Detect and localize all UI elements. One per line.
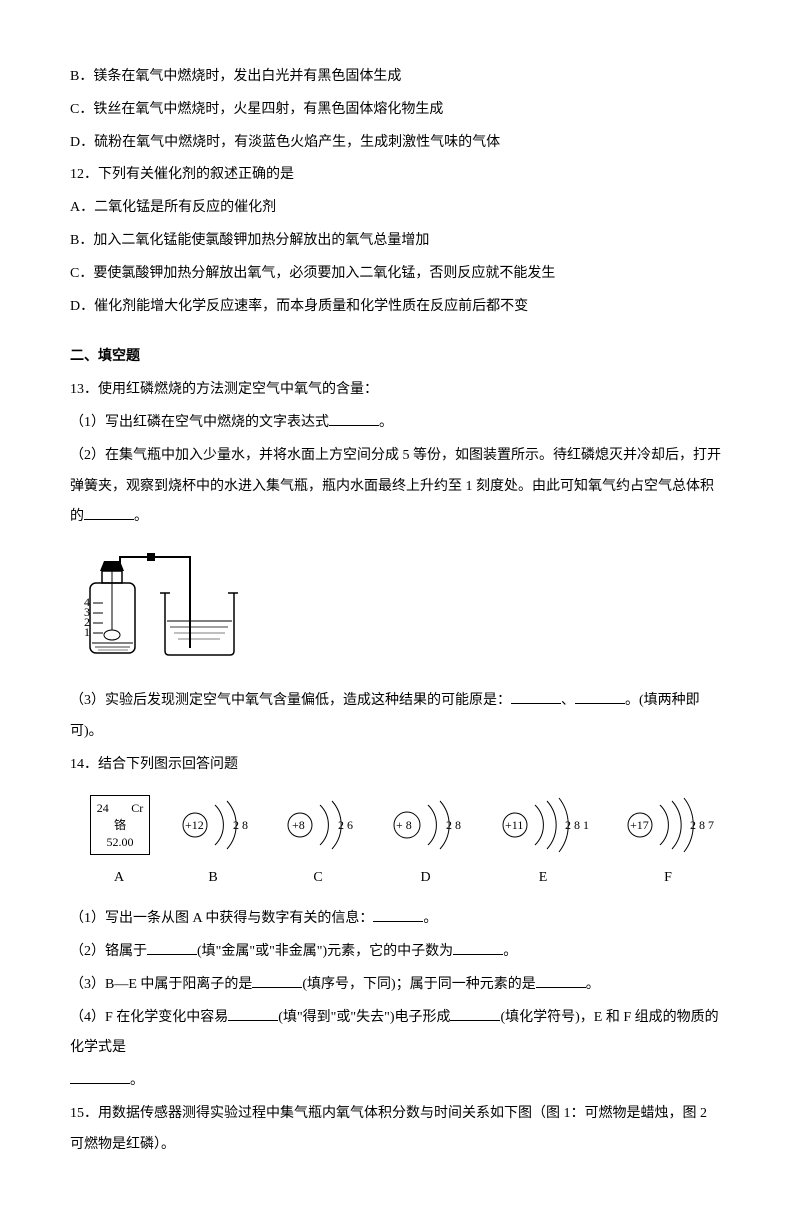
- q14-part4: （4）F 在化学变化中容易(填"得到"或"失去")电子形成(填化学符号)，E 和…: [70, 1003, 724, 1065]
- svg-text:+ 8: + 8: [396, 818, 412, 832]
- q14-part2: （2）铬属于 (填"金属"或"非金属")元素，它的中子数为 。: [70, 937, 724, 968]
- q13-part3: （3）实验后发现测定空气中氧气含量偏低，造成这种结果的可能原是：、。(填两种即可…: [70, 686, 724, 748]
- q14-p4-blank2: [450, 1006, 500, 1021]
- q14-stem: 14．结合下列图示回答问题: [70, 750, 724, 781]
- q13-p1-end: 。: [379, 415, 393, 430]
- atom-d: + 8 2 8: [385, 795, 470, 855]
- q14-part1: （1）写出一条从图 A 中获得与数字有关的信息： 。: [70, 904, 724, 935]
- label-c: C: [278, 863, 358, 894]
- q14-p1-text: （1）写出一条从图 A 中获得与数字有关的信息：: [70, 911, 373, 926]
- atom-diagram-row: 24 Cr 铬 52.00 +12 2 8 +8 2 6 + 8 2 8 +11 …: [90, 795, 724, 855]
- q14-p3-b: (填序号，下同)；属于同一种元素的是: [302, 977, 535, 992]
- q13-part2: （2）在集气瓶中加入少量水，并将水面上方空间分成 5 等份，如图装置所示。待红磷…: [70, 441, 724, 533]
- q11-option-d: D．硫粉在氧气中燃烧时，有淡蓝色火焰产生，生成刺激性气味的气体: [70, 128, 724, 159]
- q13-p2-text: （2）在集气瓶中加入少量水，并将水面上方空间分成 5 等份，如图装置所示。待红磷…: [70, 448, 721, 525]
- svg-text:2 6: 2 6: [338, 818, 353, 832]
- svg-text:+11: +11: [505, 818, 523, 832]
- q15-stem: 15．用数据传感器测得实验过程中集气瓶内氧气体积分数与时间关系如下图（图 1：可…: [70, 1099, 724, 1161]
- label-e: E: [493, 863, 593, 894]
- element-mass: 52.00: [107, 834, 134, 851]
- element-num: 24: [97, 800, 109, 817]
- q14-part4-cont: 。: [70, 1066, 724, 1097]
- q12-option-b: B．加入二氧化锰能使氯酸钾加热分解放出的氧气总量增加: [70, 226, 724, 257]
- svg-text:2 8 1: 2 8 1: [565, 818, 589, 832]
- label-d: D: [383, 863, 468, 894]
- q14-p2-c: 。: [503, 944, 517, 959]
- q13-p3-text: （3）实验后发现测定空气中氧气含量偏低，造成这种结果的可能原是：: [70, 693, 511, 708]
- atom-c: +8 2 6: [280, 795, 360, 855]
- q13-part1: （1）写出红磷在空气中燃烧的文字表达式 。: [70, 408, 724, 439]
- element-sym: Cr: [131, 800, 143, 817]
- element-name: 铬: [114, 817, 126, 834]
- q14-p1-end: 。: [423, 911, 437, 926]
- q14-p4-a: （4）F 在化学变化中容易: [70, 1010, 228, 1025]
- apparatus-figure: 4 3 2 1: [70, 543, 724, 676]
- q14-p4-b: (填"得到"或"失去")电子形成: [278, 1010, 450, 1025]
- svg-text:+17: +17: [630, 818, 649, 832]
- q14-p3-c: 。: [586, 977, 600, 992]
- q14-p1-blank: [373, 907, 423, 922]
- q12-stem: 12．下列有关催化剂的叙述正确的是: [70, 160, 724, 191]
- q13-stem: 13．使用红磷燃烧的方法测定空气中氧气的含量：: [70, 375, 724, 406]
- q13-p3-blank1: [511, 689, 561, 704]
- q13-p2-blank: [84, 505, 134, 520]
- q12-option-d: D．催化剂能增大化学反应速率，而本身质量和化学性质在反应前后都不变: [70, 292, 724, 323]
- q14-part3: （3）B—E 中属于阳离子的是 (填序号，下同)；属于同一种元素的是 。: [70, 970, 724, 1001]
- atom-f: +17 2 8 7: [620, 795, 720, 855]
- q14-p2-b: (填"金属"或"非金属")元素，它的中子数为: [197, 944, 453, 959]
- element-box-a: 24 Cr 铬 52.00: [90, 795, 150, 855]
- q13-p1-blank: [329, 411, 379, 426]
- q13-p1-text: （1）写出红磷在空气中燃烧的文字表达式: [70, 415, 329, 430]
- q11-option-c: C．铁丝在氧气中燃烧时，火星四射，有黑色固体熔化物生成: [70, 95, 724, 126]
- svg-text:+8: +8: [292, 818, 305, 832]
- q14-p4-blank3: [70, 1069, 130, 1084]
- svg-text:2 8: 2 8: [233, 818, 248, 832]
- q14-p4-blank1: [228, 1006, 278, 1021]
- q14-p3-blank1: [252, 973, 302, 988]
- q14-p2-blank2: [453, 940, 503, 955]
- q14-p2-blank1: [147, 940, 197, 955]
- atom-label-row: A B C D E F: [90, 863, 724, 894]
- section-2-heading: 二、填空题: [70, 342, 724, 373]
- q14-p3-blank2: [536, 973, 586, 988]
- q12-option-c: C．要使氯酸钾加热分解放出氧气，必须要加入二氧化锰，否则反应就不能发生: [70, 259, 724, 290]
- svg-text:2 8 7: 2 8 7: [690, 818, 714, 832]
- q14-p4-d: 。: [130, 1073, 144, 1088]
- q13-p2-end: 。: [134, 509, 148, 524]
- svg-text:2 8: 2 8: [446, 818, 461, 832]
- scale-1: 1: [84, 625, 90, 639]
- q14-p2-a: （2）铬属于: [70, 944, 147, 959]
- svg-text:+12: +12: [185, 818, 204, 832]
- q11-option-b: B．镁条在氧气中燃烧时，发出白光并有黑色固体生成: [70, 62, 724, 93]
- q13-p3-blank2: [575, 689, 625, 704]
- label-b: B: [173, 863, 253, 894]
- atom-b: +12 2 8: [175, 795, 255, 855]
- q12-option-a: A．二氧化锰是所有反应的催化剂: [70, 193, 724, 224]
- q13-p3-mid: 、: [561, 693, 575, 708]
- label-a: A: [90, 863, 148, 894]
- label-f: F: [618, 863, 718, 894]
- q14-p3-a: （3）B—E 中属于阳离子的是: [70, 977, 252, 992]
- atom-e: +11 2 8 1: [495, 795, 595, 855]
